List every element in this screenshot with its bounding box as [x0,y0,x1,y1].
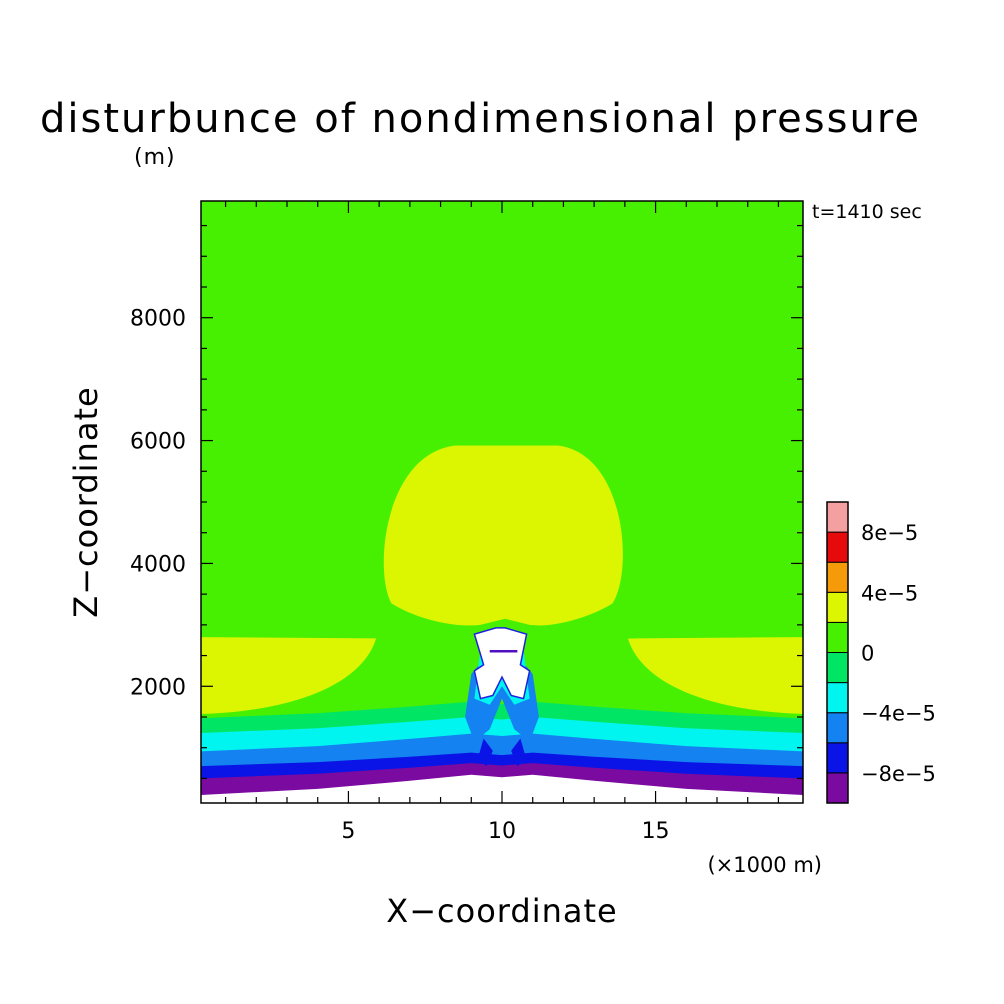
colorbar-swatch [826,772,849,804]
colorbar-swatch [826,561,849,593]
colorbar-frame [826,501,849,804]
colorbar-swatch [826,712,849,744]
x-axis-label: X−coordinate [386,892,617,930]
tick-labels: 5 10 15 2000 4000 6000 8000 [130,307,670,844]
contour-fills [201,201,803,803]
x-tick-label: 10 [488,819,516,844]
contour-core-dark-left [477,738,493,767]
y-axis-unit: (m) [134,145,176,170]
axis-ticks [201,201,803,803]
x-axis-unit: (×1000 m) [707,853,822,877]
colorbar-swatch [826,591,849,623]
y-tick-label: 8000 [130,307,186,332]
contour-core-white [473,627,531,700]
colorbar-swatch [826,742,849,774]
x-tick-label: 5 [341,819,355,844]
colorbar-swatch [826,682,849,714]
colorbar-label: 4e−5 [861,581,918,605]
colorbar-label: 0 [861,642,874,666]
colorbar-swatch [826,531,849,563]
chart-title: disturbunce of nondimensional pressure [40,96,921,142]
y-tick-label: 2000 [130,675,186,700]
contour-band-ground [201,774,803,803]
colorbar-label: −8e−5 [861,762,936,786]
contour-right-lobe [627,637,803,714]
colorbar: 8e−5 4e−5 0 −4e−5 −8e−5 [826,501,936,804]
colorbar-label: −4e−5 [861,702,936,726]
colorbar-swatch [826,621,849,654]
x-tick-label: 15 [642,819,670,844]
colorbar-swatch [826,501,849,533]
contour-central-dome [383,445,623,626]
contour-core-dark-right [511,738,527,767]
time-label: t=1410 sec [812,201,922,223]
y-tick-label: 4000 [130,552,186,577]
contour-left-lobe [201,637,377,714]
y-axis-label: Z−coordinate [67,386,105,617]
colorbar-label: 8e−5 [861,521,918,545]
colorbar-swatch [826,652,849,684]
y-tick-label: 6000 [130,430,186,455]
